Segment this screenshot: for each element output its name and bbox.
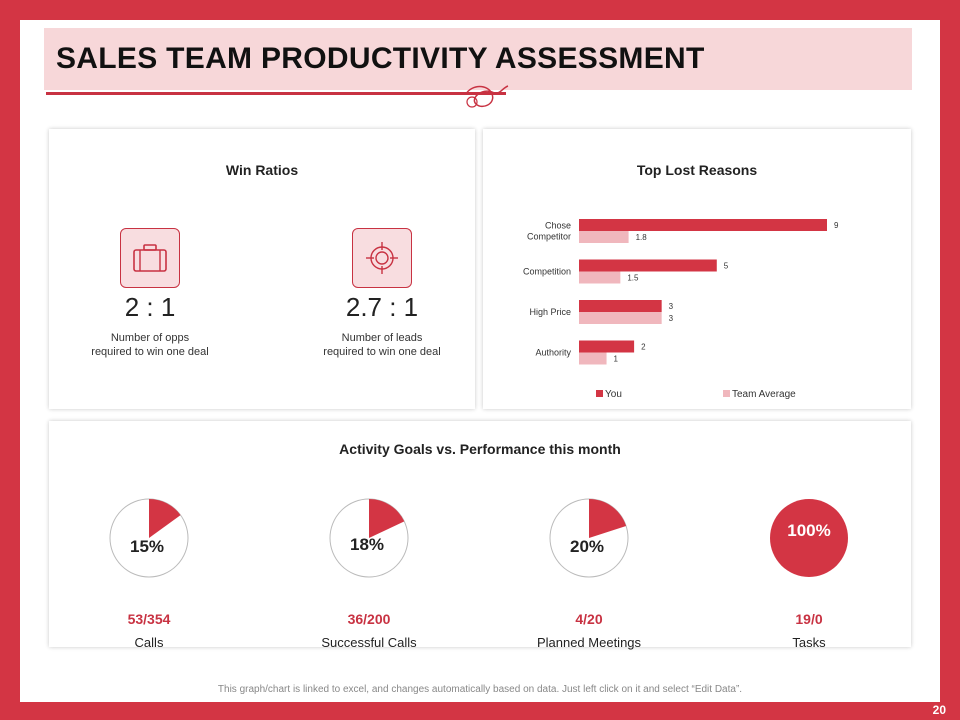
goal-ratio-calls: 53/354 [127,611,171,627]
value-label-1-1: 1.5 [627,274,639,283]
goal-ratio-tasks: 19/0 [795,611,823,627]
opps-ratio-description: Number of opps required to win one deal [50,331,250,359]
value-label-0-1: 5 [724,262,729,271]
opps-desc-line1: Number of opps [110,332,190,344]
bar-you-3 [579,340,635,353]
leads-ratio-description: Number of leads required to win one deal [282,331,482,359]
pie-percent-planned-meetings: 20% [570,537,604,556]
goal-tasks: 19/0 Tasks [729,611,889,650]
bar-you-0 [579,219,827,231]
pie-planned-meetings: 20% [549,498,629,578]
value-label-1-3: 1 [614,355,619,364]
page-number: 20 [932,703,946,717]
title-underline [46,92,506,95]
title-bar: SALES TEAM PRODUCTIVITY ASSESSMENT [44,28,912,90]
pie-successful-calls: 18% [329,498,409,578]
leads-desc-line2: required to win one deal [323,346,441,358]
leads-desc-line1: Number of leads [341,332,423,344]
category-label-3-0: Authority [535,348,571,358]
pie-slice-planned-meetings [589,499,627,538]
leads-ratio-value: 2.7 : 1 [345,292,419,322]
category-label-2-0: High Price [529,307,571,317]
goal-label-calls: Calls [134,635,164,650]
pie-slice-calls [149,499,181,538]
bar-team-average-1 [579,271,621,284]
target-icon-box [352,228,412,288]
legend-swatch-0 [596,390,603,397]
lost-reasons-card: Top Lost Reasons Chose Competitor 9 1.8 Comp… [483,129,911,409]
bar-team-average-0 [579,231,629,243]
bar-team-average-3 [579,352,607,365]
goal-ratio-planned-meetings: 4/20 [575,611,603,627]
legend-swatch-1 [723,390,730,397]
opps-ratio-value: 2 : 1 [124,292,176,322]
swirl-ornament-icon [465,85,509,108]
value-label-1-2: 3 [669,314,674,323]
win-ratio-opps: 2 : 1 Number of opps required to win one… [50,228,250,359]
pie-percent-successful-calls: 18% [350,535,384,554]
pie-percent-calls: 15% [130,537,164,556]
opps-desc-line2: required to win one deal [91,346,209,358]
page-title: SALES TEAM PRODUCTIVITY ASSESSMENT [56,42,705,75]
footer-note: This graph/chart is linked to excel, and… [217,684,743,695]
pie-tasks: 100% [770,499,848,577]
goal-calls: 53/354 Calls [69,611,229,650]
value-label-0-3: 2 [641,343,646,352]
briefcase-icon-box [120,228,180,288]
briefcase-icon [133,244,167,272]
bar-you-1 [579,259,717,272]
category-label-0-0: Chose [545,221,571,231]
activity-goals-card: Activity Goals vs. Performance this mont… [49,421,911,650]
lost-reasons-title: Top Lost Reasons [636,162,758,178]
pie-percent-tasks: 100% [787,521,830,540]
pie-slice-successful-calls [369,499,405,538]
legend-label-1: Team Average [732,389,796,400]
category-label-0-1: Competitor [527,232,571,242]
goal-successful-calls: 36/200 Successful Calls [289,611,449,650]
pie-slice-tasks [770,499,848,577]
category-label-1-0: Competition [523,267,571,277]
bar-team-average-2 [579,312,662,324]
bar-you-2 [579,300,662,312]
slide: SALES TEAM PRODUCTIVITY ASSESSMENT Win R… [20,20,940,702]
goal-label-tasks: Tasks [792,635,826,650]
value-label-1-0: 1.8 [636,233,648,242]
win-ratios-card: Win Ratios 2 : 1 Number of opps required… [49,129,475,409]
goal-ratio-successful-calls: 36/200 [347,611,391,627]
activity-goals-title: Activity Goals vs. Performance this mont… [339,441,621,457]
win-ratio-leads: 2.7 : 1 Number of leads required to win … [282,228,482,359]
legend-label-0: You [605,389,622,400]
value-label-0-2: 3 [669,302,674,311]
win-ratios-title: Win Ratios [225,162,299,178]
goal-planned-meetings: 4/20 Planned Meetings [509,611,669,650]
goal-label-successful-calls: Successful Calls [321,635,417,650]
goal-label-planned-meetings: Planned Meetings [536,635,642,650]
target-icon [366,242,398,274]
pie-calls: 15% [109,498,189,578]
value-label-0-0: 9 [834,221,839,230]
